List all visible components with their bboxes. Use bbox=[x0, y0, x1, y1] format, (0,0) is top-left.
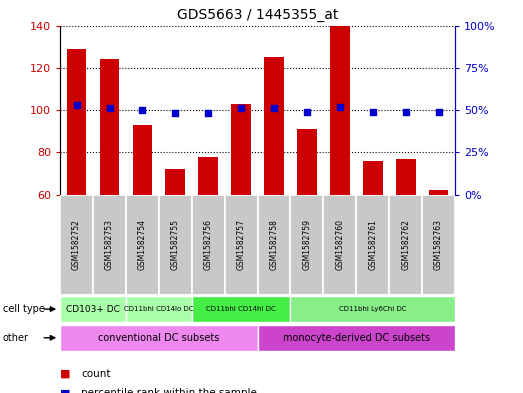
Bar bbox=[290, 195, 323, 295]
Bar bbox=[192, 195, 225, 295]
Text: GSM1582758: GSM1582758 bbox=[269, 219, 279, 270]
Bar bbox=[126, 195, 159, 295]
Bar bbox=[257, 325, 455, 351]
Text: CD103+ DC: CD103+ DC bbox=[66, 305, 120, 314]
Point bbox=[336, 103, 344, 110]
Point bbox=[204, 110, 212, 117]
Point bbox=[369, 108, 377, 115]
Bar bbox=[363, 161, 383, 195]
Bar bbox=[429, 190, 448, 195]
Text: cell type: cell type bbox=[3, 304, 44, 314]
Bar bbox=[330, 26, 350, 195]
Bar bbox=[192, 296, 290, 322]
Text: conventional DC subsets: conventional DC subsets bbox=[98, 333, 220, 343]
Text: ■: ■ bbox=[60, 369, 71, 379]
Bar bbox=[225, 195, 257, 295]
Text: CD11bhi CD14lo DC: CD11bhi CD14lo DC bbox=[124, 306, 194, 312]
Text: GSM1582753: GSM1582753 bbox=[105, 219, 114, 270]
Text: GSM1582763: GSM1582763 bbox=[434, 219, 443, 270]
Point bbox=[171, 110, 179, 117]
Bar bbox=[356, 195, 389, 295]
Point bbox=[72, 102, 81, 108]
Bar bbox=[323, 195, 356, 295]
Bar bbox=[67, 49, 86, 195]
Bar bbox=[159, 195, 192, 295]
Text: percentile rank within the sample: percentile rank within the sample bbox=[81, 388, 257, 393]
Point bbox=[138, 107, 146, 113]
Text: ■: ■ bbox=[60, 388, 71, 393]
Bar bbox=[60, 195, 93, 295]
Text: GSM1582762: GSM1582762 bbox=[401, 219, 410, 270]
Text: GSM1582754: GSM1582754 bbox=[138, 219, 147, 270]
Bar bbox=[60, 325, 257, 351]
Bar bbox=[422, 195, 455, 295]
Bar bbox=[389, 195, 422, 295]
Text: GSM1582757: GSM1582757 bbox=[236, 219, 246, 270]
Bar bbox=[297, 129, 317, 195]
Bar bbox=[198, 156, 218, 195]
Point bbox=[402, 108, 410, 115]
Bar bbox=[290, 296, 455, 322]
Point bbox=[237, 105, 245, 112]
Point bbox=[270, 105, 278, 112]
Text: GSM1582752: GSM1582752 bbox=[72, 219, 81, 270]
Text: GSM1582755: GSM1582755 bbox=[171, 219, 180, 270]
Bar bbox=[93, 195, 126, 295]
Text: GSM1582756: GSM1582756 bbox=[204, 219, 213, 270]
Bar bbox=[132, 125, 152, 195]
Text: monocyte-derived DC subsets: monocyte-derived DC subsets bbox=[283, 333, 430, 343]
Text: other: other bbox=[3, 333, 29, 343]
Bar bbox=[264, 57, 284, 195]
Bar bbox=[257, 195, 290, 295]
Bar bbox=[126, 296, 192, 322]
Title: GDS5663 / 1445355_at: GDS5663 / 1445355_at bbox=[177, 8, 338, 22]
Bar bbox=[231, 104, 251, 195]
Text: GSM1582760: GSM1582760 bbox=[335, 219, 344, 270]
Text: CD11bhi CD14hi DC: CD11bhi CD14hi DC bbox=[206, 306, 276, 312]
Bar bbox=[396, 159, 415, 195]
Bar bbox=[165, 169, 185, 195]
Point bbox=[435, 108, 443, 115]
Text: GSM1582759: GSM1582759 bbox=[302, 219, 311, 270]
Text: GSM1582761: GSM1582761 bbox=[368, 219, 377, 270]
Text: count: count bbox=[81, 369, 110, 379]
Text: CD11bhi Ly6Chi DC: CD11bhi Ly6Chi DC bbox=[339, 306, 406, 312]
Point bbox=[105, 105, 113, 112]
Bar bbox=[100, 59, 119, 195]
Bar bbox=[60, 296, 126, 322]
Point bbox=[303, 108, 311, 115]
